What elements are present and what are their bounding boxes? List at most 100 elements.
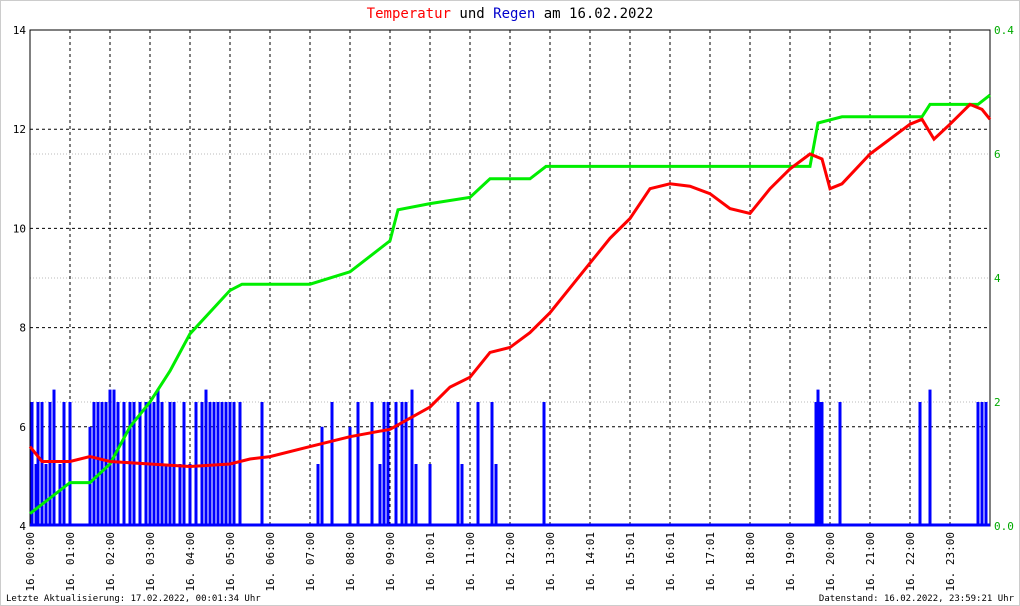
rain-bar [814,402,818,526]
rain-bar [476,402,480,526]
title-rain: Regen [493,6,535,22]
rain-bar [320,426,324,526]
rain-bar [928,389,932,526]
y-tick-label: 12 [13,123,26,136]
rain-bar [386,402,390,526]
rain-bar [188,464,192,526]
y2-tick-label: 0.4 [994,24,1014,37]
x-tick-label: 16. 15:01 [624,532,637,592]
rain-bar [182,402,186,526]
rain-bar [44,464,48,526]
rain-bar [178,464,182,526]
rain-bar [820,402,824,526]
rain-bar [984,402,988,526]
rain-bar [108,389,112,526]
x-tick-label: 16. 13:00 [544,532,557,592]
rain-bar [818,402,822,526]
rain-bar [404,402,408,526]
y-tick-label: 6 [19,421,26,434]
rain-bar [200,402,204,526]
rain-bar [156,389,160,526]
rain-bar [976,402,980,526]
rain-bar [30,402,34,526]
x-tick-label: 16. 16:01 [664,532,677,592]
rain-bar [100,402,104,526]
rain-bar [414,464,418,526]
rain-bar [456,402,460,526]
x-tick-label: 16. 08:00 [344,532,357,592]
rain-bar [62,402,66,526]
rain-bar [52,389,56,526]
x-tick-label: 16. 18:00 [744,532,757,592]
x-tick-label: 16. 17:01 [704,532,717,592]
x-tick-label: 16. 23:00 [944,532,957,592]
rain-bar [918,402,922,526]
x-tick-label: 16. 05:00 [224,532,237,592]
chart-title: Temperatur und Regen am 16.02.2022 [367,6,654,22]
rain-bar [194,402,198,526]
rain-bar [116,402,120,526]
rain-bar [68,402,72,526]
x-tick-label: 16. 03:00 [144,532,157,592]
rain-bar [980,402,984,526]
x-tick-label: 16. 10:01 [424,532,437,592]
x-tick-label: 16. 09:00 [384,532,397,592]
y-tick-label: 10 [13,222,26,235]
x-tick-label: 16. 12:00 [504,532,517,592]
x-tick-label: 16. 14:01 [584,532,597,592]
rain-bar [316,464,320,526]
rain-bar [88,426,92,526]
y2-tick-label: 4 [994,272,1001,285]
rain-bar [330,402,334,526]
rain-bar [58,464,62,526]
rain-bar [816,389,820,526]
x-tick-label: 16. 20:00 [824,532,837,592]
rain-bar [838,402,842,526]
y2-tick-label: 2 [994,396,1001,409]
title-date: am 16.02.2022 [544,6,654,22]
y-tick-label: 4 [19,520,26,533]
x-tick-label: 16. 11:00 [464,532,477,592]
series-line [29,93,991,515]
x-tick-label: 16. 21:00 [864,532,877,592]
rain-bar [122,402,126,526]
rain-bar [96,402,100,526]
x-tick-label: 16. 00:00 [24,532,37,592]
y-tick-label: 8 [19,322,26,335]
rain-bar [48,402,52,526]
rain-bar [400,402,404,526]
x-tick-label: 16. 02:00 [104,532,117,592]
rain-bar [394,402,398,526]
footer-left: Letzte Aktualisierung: 17.02.2022, 00:01… [6,594,261,604]
rain-bar [428,464,432,526]
rain-bar [204,389,208,526]
rain-bar [36,402,40,526]
rain-bar [494,464,498,526]
y2-tick-label: 0.0 [994,520,1014,533]
x-tick-label: 16. 07:00 [304,532,317,592]
y2-tick-label: 6 [994,148,1001,161]
footer-right: Datenstand: 16.02.2022, 23:59:21 Uhr [819,594,1015,604]
rain-bar [260,402,264,526]
rain-bar [104,402,108,526]
x-tick-label: 16. 01:00 [64,532,77,592]
x-tick-label: 16. 06:00 [264,532,277,592]
rain-bar [348,426,352,526]
rain-bar [356,402,360,526]
rain-bar [382,402,386,526]
title-connector: und [459,6,484,22]
rain-bar [370,402,374,526]
rain-bar [40,402,44,526]
rain-bar [378,464,382,526]
x-tick-label: 16. 04:00 [184,532,197,592]
rain-bar [92,402,96,526]
rain-bar [410,389,414,526]
rain-bar [238,402,242,526]
rain-bar [542,402,546,526]
series-line [28,102,992,469]
rain-bar [460,464,464,526]
x-tick-label: 16. 19:00 [784,532,797,592]
rain-bar [164,464,168,526]
rain-bar [490,402,494,526]
